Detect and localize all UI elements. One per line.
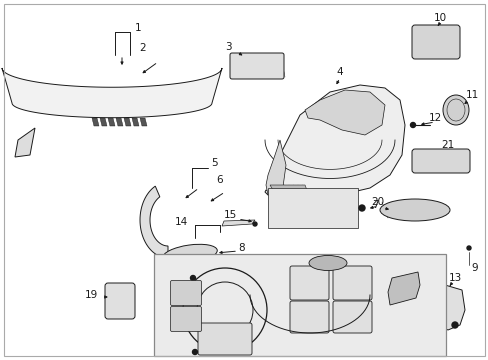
Polygon shape — [116, 118, 123, 126]
FancyBboxPatch shape — [411, 25, 459, 59]
Text: 20: 20 — [371, 197, 384, 207]
Text: 12: 12 — [427, 113, 441, 123]
Text: 10: 10 — [432, 13, 446, 23]
Text: 8: 8 — [238, 243, 245, 253]
Polygon shape — [100, 118, 107, 126]
Text: 19: 19 — [84, 290, 98, 300]
Text: 13: 13 — [447, 273, 461, 283]
FancyBboxPatch shape — [170, 280, 201, 306]
Circle shape — [358, 205, 364, 211]
FancyBboxPatch shape — [105, 283, 135, 319]
Polygon shape — [387, 272, 419, 305]
Text: 4: 4 — [336, 67, 343, 77]
Text: 16: 16 — [162, 325, 175, 335]
Text: 11: 11 — [465, 90, 478, 100]
Ellipse shape — [442, 95, 468, 125]
Polygon shape — [265, 140, 285, 195]
Ellipse shape — [379, 199, 449, 221]
Polygon shape — [2, 68, 222, 118]
Text: 18: 18 — [211, 344, 224, 354]
Text: 9: 9 — [208, 270, 215, 280]
Text: 2: 2 — [140, 43, 146, 53]
Circle shape — [192, 350, 197, 355]
Text: 1: 1 — [134, 23, 141, 33]
FancyBboxPatch shape — [170, 306, 201, 332]
Text: 6: 6 — [216, 175, 223, 185]
Ellipse shape — [163, 244, 217, 264]
Polygon shape — [427, 285, 464, 330]
Circle shape — [466, 246, 470, 250]
FancyBboxPatch shape — [411, 149, 469, 173]
FancyBboxPatch shape — [332, 301, 371, 333]
Polygon shape — [140, 118, 147, 126]
Circle shape — [190, 275, 195, 280]
Polygon shape — [132, 118, 139, 126]
Text: 14: 14 — [174, 217, 187, 227]
Ellipse shape — [308, 256, 346, 270]
FancyBboxPatch shape — [198, 323, 251, 355]
Polygon shape — [140, 186, 168, 258]
Text: 21: 21 — [441, 140, 454, 150]
Text: 24: 24 — [378, 255, 391, 265]
Polygon shape — [264, 85, 404, 198]
Polygon shape — [222, 220, 254, 226]
Text: 9: 9 — [471, 263, 477, 273]
Polygon shape — [269, 185, 309, 198]
Polygon shape — [92, 118, 99, 126]
Circle shape — [252, 222, 257, 226]
Polygon shape — [108, 118, 115, 126]
FancyBboxPatch shape — [289, 301, 328, 333]
Polygon shape — [124, 118, 131, 126]
Circle shape — [451, 322, 457, 328]
Polygon shape — [229, 328, 399, 355]
Polygon shape — [15, 128, 35, 157]
Text: 3: 3 — [224, 42, 231, 52]
Text: 17: 17 — [381, 314, 394, 324]
Text: 5: 5 — [211, 158, 218, 168]
FancyBboxPatch shape — [267, 188, 357, 228]
Polygon shape — [305, 90, 384, 135]
FancyBboxPatch shape — [229, 53, 284, 79]
Text: 15: 15 — [223, 210, 236, 220]
FancyBboxPatch shape — [289, 266, 328, 300]
Circle shape — [409, 122, 415, 127]
Text: 23: 23 — [425, 285, 438, 295]
FancyBboxPatch shape — [154, 254, 445, 356]
Text: 7: 7 — [371, 200, 378, 210]
FancyBboxPatch shape — [332, 266, 371, 300]
Text: 22: 22 — [251, 335, 264, 345]
